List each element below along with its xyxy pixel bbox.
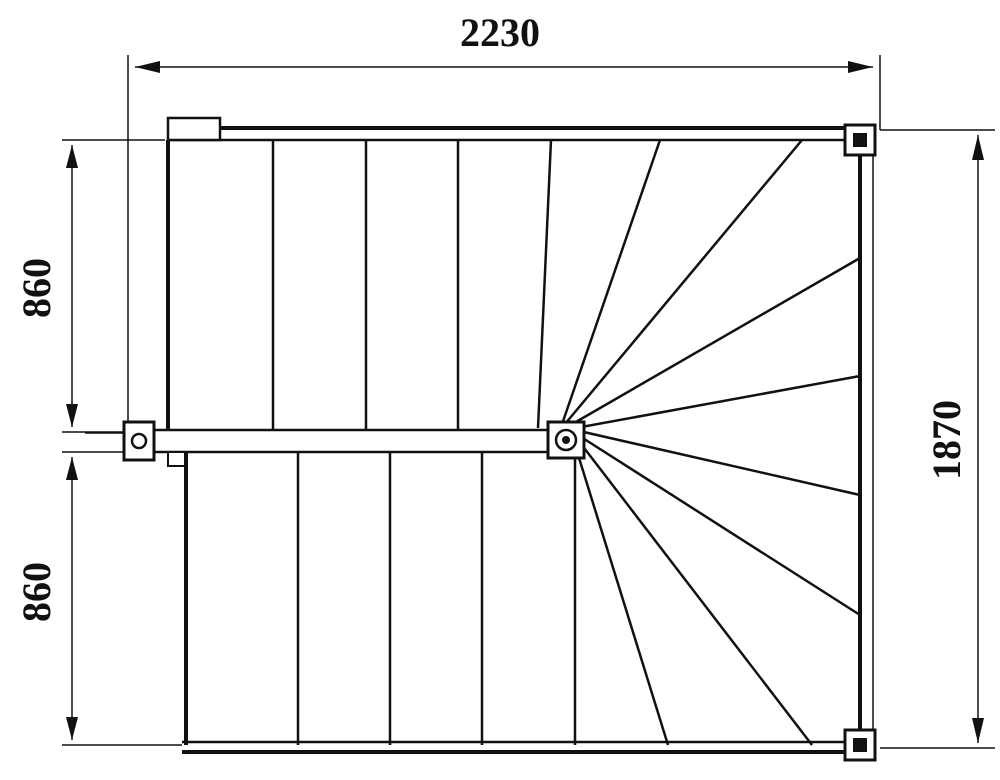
post-center-winder-bolt [562,436,570,444]
winder-line [577,433,861,617]
winder-line [574,428,861,497]
posts [122,123,877,762]
winder-line [573,444,670,746]
dimension-right: 1870 [880,129,995,749]
upper-start-post [166,116,222,142]
arrow-top [972,135,984,160]
winder-line [564,374,861,432]
upper-step-line [536,139,553,429]
dimension-label-total-depth: 1870 [924,400,969,480]
winder-steps [558,139,874,746]
dimension-label-total-width: 2230 [460,10,540,55]
upper-flight [166,116,855,430]
arrow-lower-bottom [66,717,78,740]
winder-line [558,139,662,431]
lower-flight [182,452,855,754]
winder-line [559,139,803,431]
post-left-middle-bolt [130,432,148,450]
dimension-left-lower: 860 [14,451,182,746]
arrow-bottom [972,718,984,743]
middle-beam [85,428,560,467]
arrow-upper-top [66,145,78,168]
winder-line [577,439,813,746]
post-top-right-core [853,133,867,147]
dimension-top: 2230 [127,10,881,440]
post-bottom-right-core [853,738,867,752]
dimension-left-upper: 860 [14,139,165,433]
lower-start-post [167,451,187,467]
winder-line [561,256,861,432]
arrow-right [848,61,873,73]
arrow-left [135,61,160,73]
arrow-lower-top [66,457,78,480]
dimension-label-upper-flight: 860 [14,258,59,318]
dimension-label-lower-flight: 860 [14,562,59,622]
arrow-upper-bottom [66,404,78,427]
